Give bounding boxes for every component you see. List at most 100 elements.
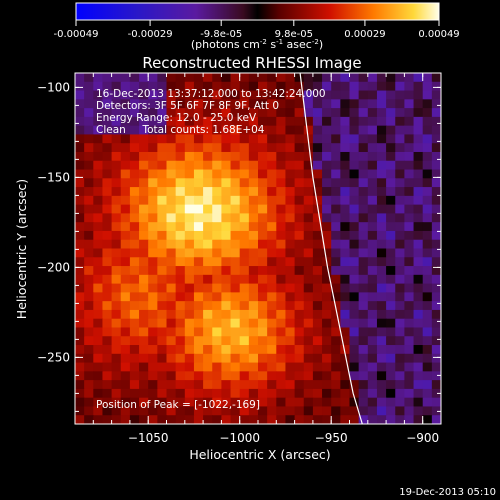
- colorbar-tick-label: -9.8e-05: [200, 29, 242, 40]
- heatmap-pixel: [395, 406, 405, 416]
- heatmap-pixel: [148, 283, 158, 293]
- heatmap-pixel: [139, 143, 149, 153]
- heatmap-pixel: [212, 415, 222, 424]
- heatmap-pixel: [129, 81, 140, 92]
- heatmap-pixel: [102, 116, 113, 127]
- heatmap-pixel: [340, 81, 351, 92]
- heatmap-pixel: [93, 406, 104, 416]
- heatmap-pixel: [395, 90, 405, 100]
- heatmap-pixel: [386, 406, 396, 416]
- heatmap-pixel: [139, 108, 149, 118]
- heatmap-pixel: [221, 230, 232, 241]
- heatmap-pixel: [248, 143, 259, 153]
- heatmap-pixel: [367, 327, 378, 337]
- heatmap-pixel: [267, 415, 277, 424]
- heatmap-pixel: [303, 187, 314, 197]
- heatmap-pixel: [413, 169, 424, 179]
- heatmap-pixel: [404, 309, 415, 320]
- heatmap-pixel: [175, 160, 186, 171]
- heatmap-pixel: [84, 204, 94, 215]
- heatmap-pixel: [203, 81, 213, 92]
- heatmap-pixel: [413, 345, 424, 355]
- heatmap-pixel: [111, 99, 122, 109]
- y-tick-label: −250: [37, 350, 70, 364]
- y-tick-label: −150: [37, 170, 70, 184]
- heatmap-pixel: [230, 90, 241, 100]
- heatmap-pixel: [358, 301, 369, 311]
- heatmap-pixel: [212, 160, 222, 171]
- heatmap-pixel: [193, 134, 204, 144]
- heatmap-pixel: [75, 213, 85, 223]
- heatmap-pixel: [413, 151, 424, 162]
- heatmap-pixel: [212, 362, 222, 372]
- heatmap-pixel: [203, 257, 213, 267]
- heatmap-pixel: [312, 125, 323, 136]
- heatmap-pixel: [276, 371, 287, 381]
- heatmap-pixel: [239, 406, 250, 416]
- heatmap-pixel: [102, 230, 113, 241]
- heatmap-pixel: [376, 195, 387, 206]
- heatmap-pixel: [157, 222, 168, 232]
- heatmap-pixel: [312, 309, 323, 320]
- heatmap-pixel: [422, 274, 433, 285]
- heatmap-pixel: [239, 90, 250, 100]
- heatmap-pixel: [248, 371, 259, 381]
- heatmap-pixel: [148, 336, 158, 346]
- heatmap-pixel: [376, 151, 387, 162]
- heatmap-pixel: [285, 397, 296, 408]
- heatmap-pixel: [221, 160, 232, 171]
- heatmap-pixel: [303, 327, 314, 337]
- heatmap-pixel: [102, 108, 113, 118]
- heatmap-pixel: [267, 380, 277, 390]
- heatmap-pixel: [322, 187, 332, 197]
- heatmap-pixel: [303, 371, 314, 381]
- heatmap-pixel: [312, 301, 323, 311]
- heatmap-pixel: [258, 73, 268, 83]
- heatmap-pixel: [75, 134, 85, 144]
- heatmap-pixel: [404, 327, 415, 337]
- heatmap-pixel: [84, 309, 94, 320]
- heatmap-pixel: [303, 81, 314, 92]
- heatmap-pixel: [267, 151, 277, 162]
- heatmap-pixel: [230, 125, 241, 136]
- heatmap-pixel: [367, 257, 378, 267]
- heatmap-pixel: [166, 274, 177, 285]
- x-tick-label: −900: [406, 431, 439, 445]
- colorbar-ticks: [75, 20, 440, 26]
- heatmap-pixel: [93, 283, 104, 293]
- heatmap-pixel: [129, 318, 140, 329]
- heatmap-pixel: [322, 309, 332, 320]
- heatmap-pixel: [358, 266, 369, 276]
- heatmap-pixel: [294, 371, 305, 381]
- heatmap-pixel: [212, 301, 222, 311]
- heatmap-pixel: [93, 222, 104, 232]
- heatmap-pixel: [312, 327, 323, 337]
- heatmap-pixel: [203, 239, 213, 250]
- heatmap-pixel: [349, 73, 360, 83]
- heatmap-pixel: [367, 222, 378, 232]
- heatmap-pixel: [203, 336, 213, 346]
- heatmap-pixel: [395, 125, 405, 136]
- heatmap-pixel: [230, 222, 241, 232]
- heatmap-pixel: [248, 353, 259, 364]
- heatmap-pixel: [404, 213, 415, 223]
- heatmap-pixel: [75, 108, 85, 118]
- heatmap-pixel: [349, 274, 360, 285]
- heatmap-pixel: [404, 73, 415, 83]
- heatmap-pixel: [395, 178, 405, 188]
- heatmap-pixel: [322, 248, 332, 258]
- heatmap-pixel: [349, 353, 360, 364]
- heatmap-pixel: [157, 353, 168, 364]
- heatmap-pixel: [75, 397, 85, 408]
- solar-limb-line: [299, 73, 363, 424]
- heatmap-pixel: [175, 213, 186, 223]
- heatmap-pixel: [413, 327, 424, 337]
- heatmap-pixel: [166, 160, 177, 171]
- heatmap-pixel: [120, 353, 131, 364]
- heatmap-pixel: [221, 116, 232, 127]
- heatmap-pixel: [276, 81, 287, 92]
- heatmap-pixel: [139, 178, 149, 188]
- heatmap-pixel: [175, 327, 186, 337]
- heatmap-pixel: [404, 318, 415, 329]
- heatmap-pixel: [367, 248, 378, 258]
